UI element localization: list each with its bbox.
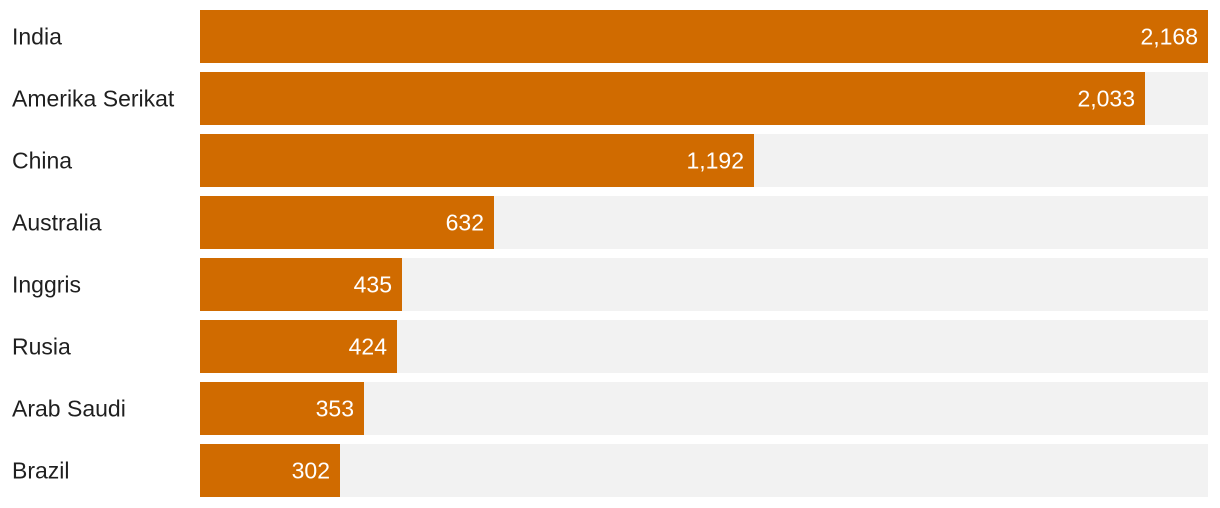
- bar-brazil: [200, 444, 340, 497]
- bar-inggris: [200, 258, 402, 311]
- bar-track-arab-saudi: [200, 382, 1208, 435]
- bar-arab-saudi: [200, 382, 364, 435]
- bar-amerika-serikat: [200, 72, 1145, 125]
- category-label-brazil: Brazil: [12, 458, 70, 484]
- value-label-australia: 632: [446, 210, 484, 236]
- bar-track-brazil: [200, 444, 1208, 497]
- value-label-india: 2,168: [1140, 24, 1198, 50]
- category-label-india: India: [12, 24, 62, 50]
- value-label-arab-saudi: 353: [316, 396, 354, 422]
- category-label-inggris: Inggris: [12, 272, 81, 298]
- value-label-inggris: 435: [354, 272, 392, 298]
- value-label-amerika-serikat: 2,033: [1077, 86, 1135, 112]
- value-label-china: 1,192: [686, 148, 744, 174]
- category-label-amerika-serikat: Amerika Serikat: [12, 86, 175, 112]
- bar-china: [200, 134, 754, 187]
- bar-australia: [200, 196, 494, 249]
- bar-rusia: [200, 320, 397, 373]
- bar-india: [200, 10, 1208, 63]
- value-label-brazil: 302: [292, 458, 330, 484]
- category-label-australia: Australia: [12, 210, 102, 236]
- category-label-china: China: [12, 148, 72, 174]
- category-label-rusia: Rusia: [12, 334, 71, 360]
- value-label-rusia: 424: [349, 334, 388, 360]
- category-label-arab-saudi: Arab Saudi: [12, 396, 126, 422]
